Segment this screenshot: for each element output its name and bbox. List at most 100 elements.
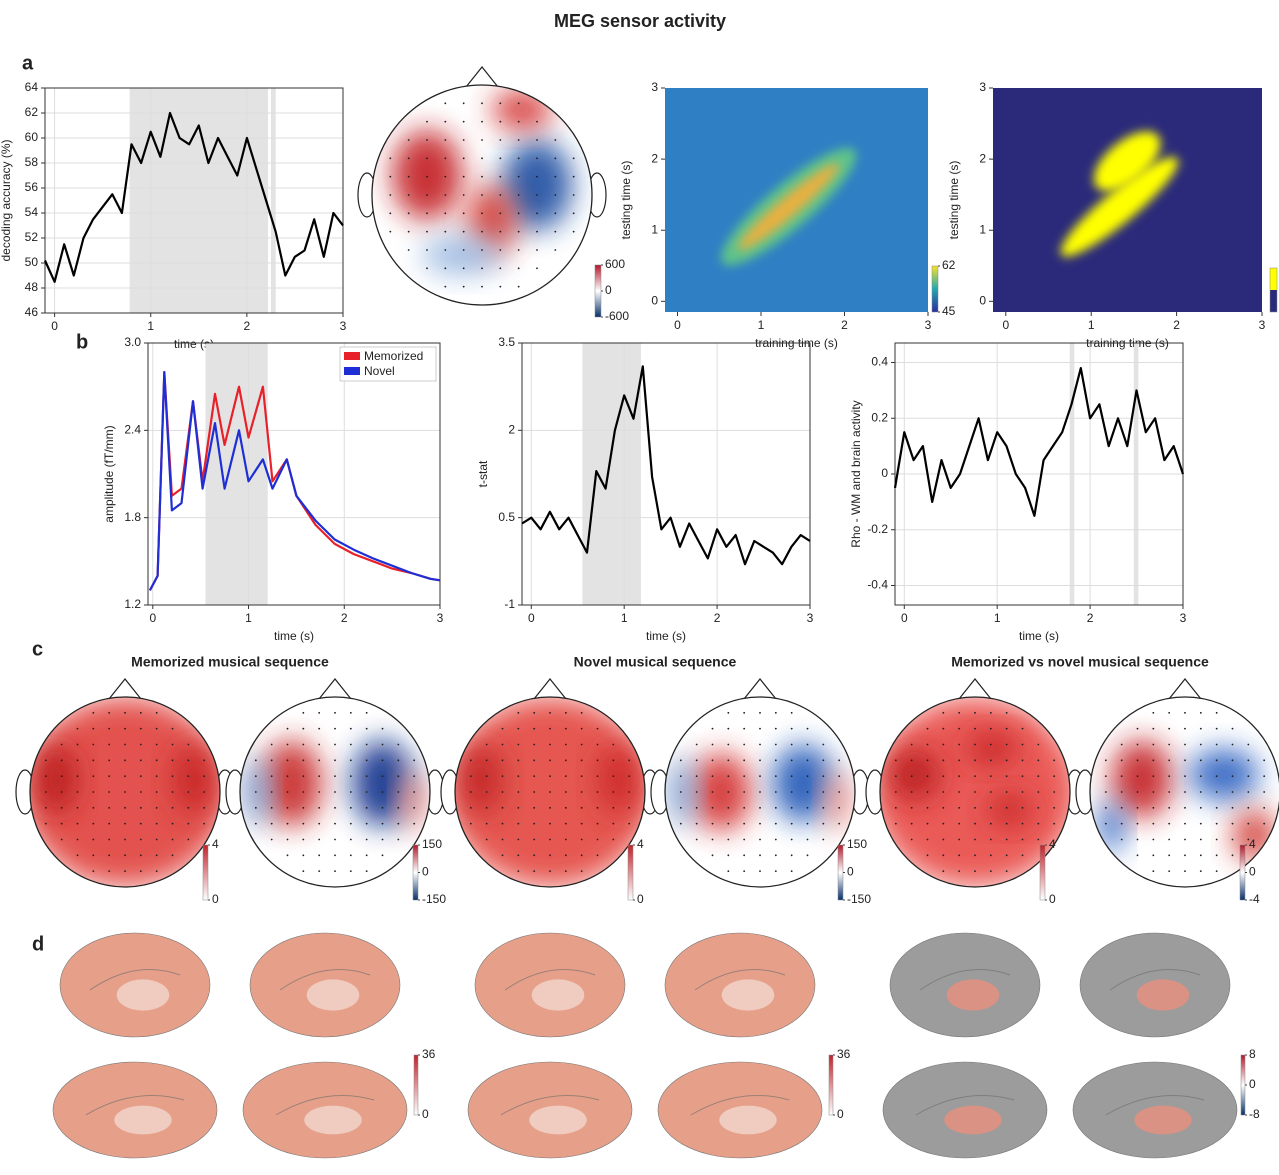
sensor [334,759,336,761]
sensor [389,231,391,233]
brain-patch [947,979,1000,1010]
sensor [124,870,126,872]
sensor [77,839,79,841]
sensor [389,212,391,214]
sensor [1006,823,1008,825]
topomap-field [240,697,430,887]
sensor [712,854,714,856]
sensor [536,121,538,123]
sensor [271,759,273,761]
sensor [302,728,304,730]
sensor [1053,775,1055,777]
sensor [536,157,538,159]
sensor [463,231,465,233]
sensor [108,728,110,730]
heatmap-image [993,88,1262,312]
sensor [958,744,960,746]
sensor [77,775,79,777]
sensor [942,759,944,761]
sensor [92,854,94,856]
sensor [775,823,777,825]
head-nose [109,679,141,699]
sensor [958,759,960,761]
sensor [334,854,336,856]
sensor [911,759,913,761]
sensor [366,791,368,793]
sensor [1232,728,1234,730]
brain-patch [117,979,170,1010]
sensor [927,728,929,730]
sensor [302,807,304,809]
colorbar-tick-label: -600 [605,309,629,323]
panel-title: Memorized vs novel musical sequence [951,654,1209,670]
sensor [1022,728,1024,730]
sensor [334,823,336,825]
sensor [807,823,809,825]
sensor [1152,870,1154,872]
sensor [172,775,174,777]
sensor [1168,823,1170,825]
sensor [942,870,944,872]
sensor [1006,791,1008,793]
sensor [775,839,777,841]
sensor [958,775,960,777]
sensor [533,854,535,856]
sensor [895,807,897,809]
sensor [92,839,94,841]
sensor [581,839,583,841]
y-tick-label: 58 [25,155,39,169]
sensor [791,854,793,856]
sensor [61,759,63,761]
sensor [350,728,352,730]
sensor [1022,823,1024,825]
sensor [775,807,777,809]
sensor [156,854,158,856]
sensor [822,839,824,841]
sensor [1216,823,1218,825]
sensor [1152,744,1154,746]
sensor [1105,807,1107,809]
sensor [444,249,446,251]
sensor [502,791,504,793]
sensor [1263,791,1265,793]
y-tick-label: 2 [651,151,658,165]
y-tick-label: 2 [979,151,986,165]
field-blob [669,757,695,826]
sensor [712,839,714,841]
sensor [554,157,556,159]
sensor [140,823,142,825]
sensor [712,791,714,793]
sensor [318,807,320,809]
sensor [927,759,929,761]
sensor [486,807,488,809]
sensor [1006,870,1008,872]
sensor [536,212,538,214]
sensor [554,212,556,214]
sensor [895,791,897,793]
head-nose [959,679,991,699]
sensor [1200,712,1202,714]
sensor [517,728,519,730]
sensor [413,791,415,793]
y-axis-label: testing time (s) [947,161,961,240]
y-tick-label: 1.8 [124,510,141,524]
sensor [350,712,352,714]
sensor [1200,839,1202,841]
sensor [61,775,63,777]
colorbar-tick-label: 0 [637,892,644,906]
sensor [727,870,729,872]
sensor [187,759,189,761]
sensor [518,194,520,196]
sensor [108,759,110,761]
sensor [927,791,929,793]
sensor [712,759,714,761]
sensor [1037,775,1039,777]
topomap-field [871,697,1078,887]
sensor [187,744,189,746]
sensor [502,775,504,777]
sensor [92,823,94,825]
y-tick-label: 3 [651,80,658,94]
sensor [974,744,976,746]
sensor [1216,759,1218,761]
x-tick-label: 3 [1259,318,1266,332]
